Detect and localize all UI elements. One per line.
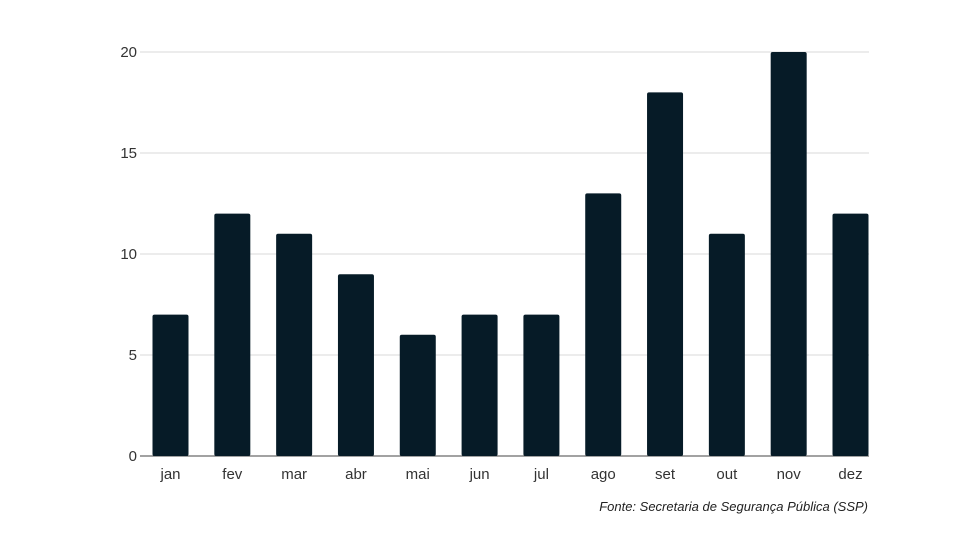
- bar-dez: [832, 213, 869, 456]
- x-tick-label: out: [716, 466, 738, 483]
- bar-nov: [770, 52, 807, 456]
- gridlines: [140, 51, 869, 457]
- x-tick-label: mai: [406, 466, 430, 483]
- bar-out: [708, 233, 745, 456]
- source-note: Fonte: Secretaria de Segurança Pública (…: [599, 499, 868, 514]
- bar-abr: [337, 274, 374, 456]
- y-tick-label: 0: [129, 448, 137, 465]
- y-tick-label: 5: [129, 347, 137, 364]
- bar-jan: [152, 314, 189, 456]
- x-tick-label: jun: [469, 466, 490, 483]
- bar-mar: [276, 233, 313, 456]
- x-tick-label: jan: [159, 466, 180, 483]
- x-tick-label: abr: [345, 466, 367, 483]
- x-tick-label: fev: [222, 466, 243, 483]
- bar-mai: [399, 334, 436, 456]
- y-axis-ticks: 0 5 10 15 20: [120, 44, 137, 465]
- x-tick-label: jul: [533, 466, 549, 483]
- x-axis-ticks: jan fev mar abr mai jun jul ago set out nov dez: [159, 466, 862, 483]
- bar-set: [647, 92, 684, 457]
- x-tick-label: mar: [281, 466, 307, 483]
- bar-fev: [214, 213, 251, 456]
- bar-jul: [523, 314, 560, 456]
- y-tick-label: 15: [120, 145, 137, 162]
- x-tick-label: set: [655, 466, 676, 483]
- y-tick-label: 20: [120, 44, 137, 61]
- x-tick-label: dez: [838, 466, 862, 483]
- bar-jun: [461, 314, 498, 456]
- x-tick-label: ago: [591, 466, 616, 483]
- bars: [152, 52, 869, 457]
- y-tick-label: 10: [120, 246, 137, 263]
- x-tick-label: nov: [777, 466, 802, 483]
- bar-ago: [585, 193, 622, 456]
